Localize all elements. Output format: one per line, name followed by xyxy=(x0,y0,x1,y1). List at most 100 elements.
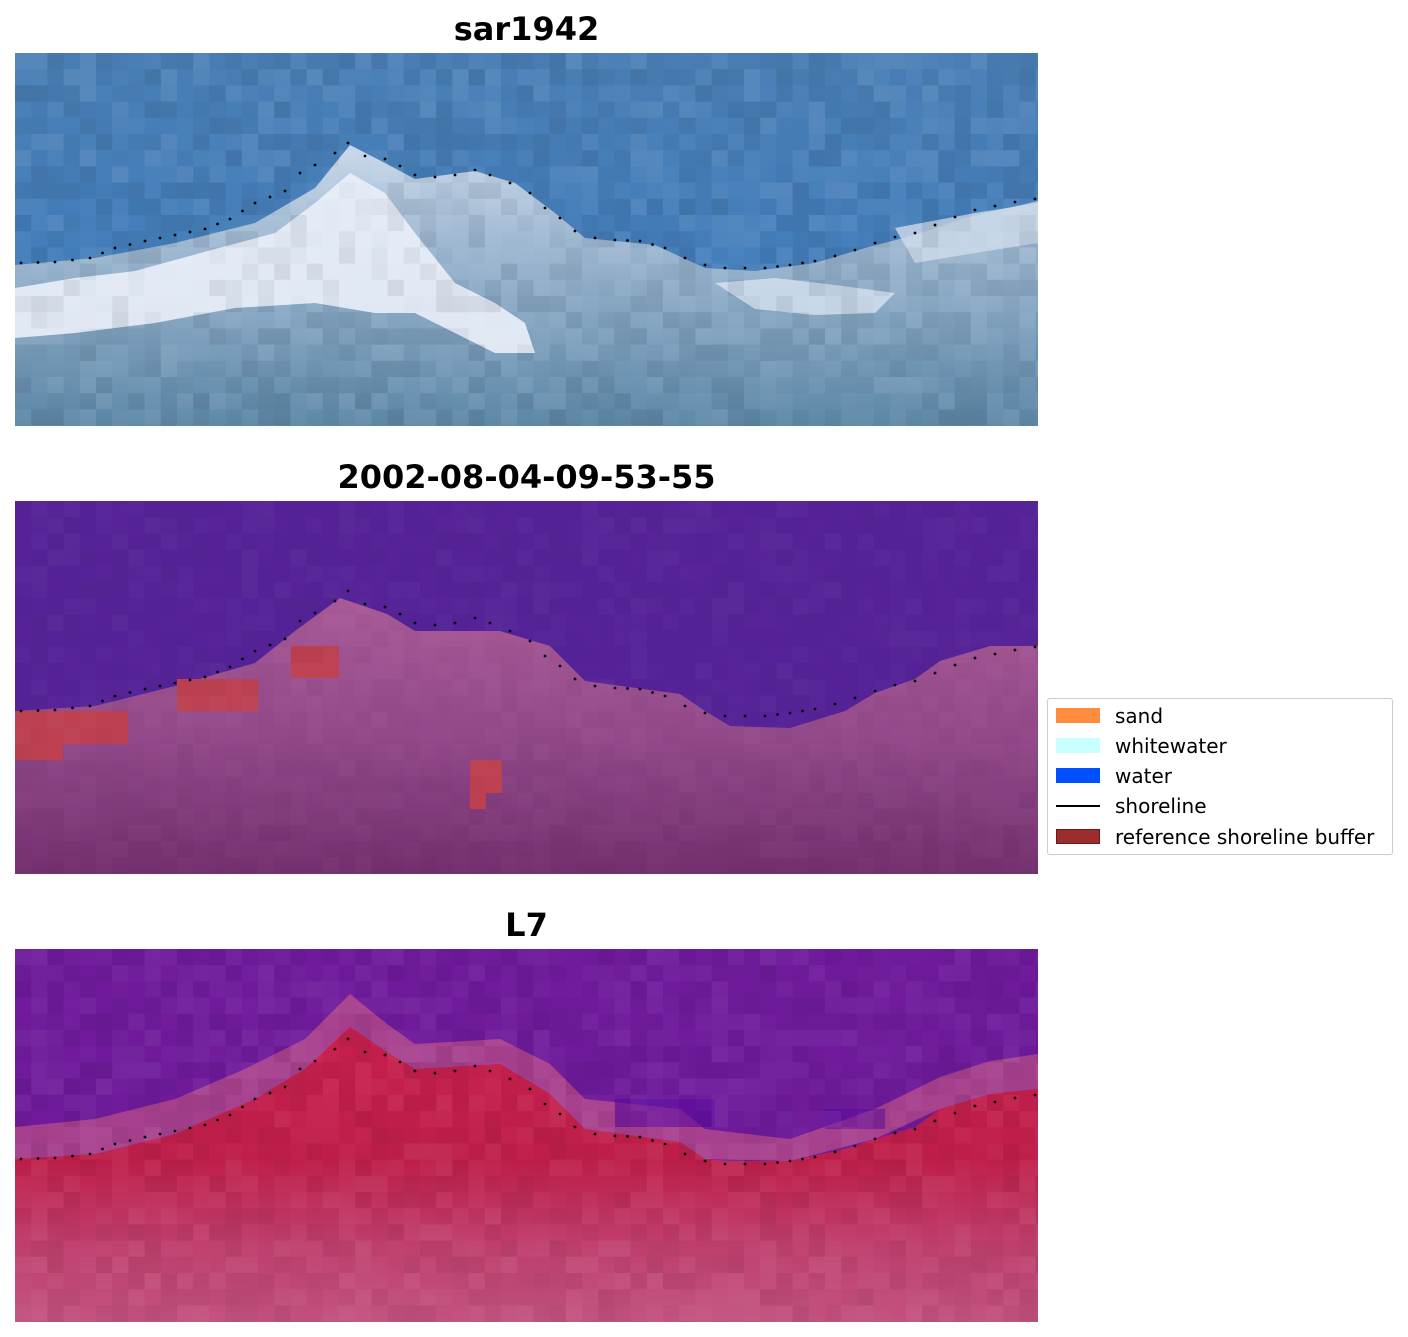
pixel-cell xyxy=(598,377,615,394)
pixel-cell xyxy=(1036,409,1038,425)
pixel-cell xyxy=(663,614,679,630)
pixel-cell xyxy=(193,1143,209,1159)
pixel-cell xyxy=(695,998,711,1014)
pixel-cell xyxy=(1036,1030,1038,1046)
pixel-cell xyxy=(47,1046,63,1062)
pixel-cell xyxy=(647,965,663,981)
pixel-cell xyxy=(193,679,209,695)
shoreline-point xyxy=(833,254,837,258)
pixel-cell xyxy=(744,744,760,760)
pixel-cell xyxy=(290,760,306,776)
pixel-cell xyxy=(355,1143,371,1159)
pixel-cell xyxy=(420,517,436,533)
pixel-cell xyxy=(242,582,258,598)
shoreline-point xyxy=(743,266,747,270)
pixel-cell xyxy=(1003,712,1019,728)
pixel-cell xyxy=(647,1127,663,1143)
pixel-cell xyxy=(323,776,339,792)
pixel-cell xyxy=(339,760,355,776)
pixel-cell xyxy=(970,1256,987,1273)
pixel-cell xyxy=(1003,981,1019,997)
pixel-cell xyxy=(631,312,647,328)
pixel-cell xyxy=(242,1111,258,1127)
pixel-cell xyxy=(598,409,615,426)
pixel-cell xyxy=(1003,344,1020,361)
pixel-cell xyxy=(663,361,679,377)
pixel-cell xyxy=(226,102,242,118)
pixel-cell xyxy=(452,1273,468,1289)
pixel-cell xyxy=(1003,264,1019,280)
pixel-cell xyxy=(112,134,128,150)
pixel-cell xyxy=(712,647,728,663)
pixel-cell xyxy=(614,102,630,118)
pixel-cell xyxy=(355,134,371,150)
pixel-cell xyxy=(209,744,225,760)
pixel-cell xyxy=(177,1013,194,1030)
pixel-cell xyxy=(744,550,760,566)
pixel-cell xyxy=(760,1273,776,1289)
pixel-cell xyxy=(323,53,339,69)
pixel-cell xyxy=(258,809,274,825)
pixel-cell xyxy=(1003,1014,1019,1030)
pixel-cell xyxy=(469,857,485,873)
pixel-cell xyxy=(404,53,420,69)
pixel-cell xyxy=(161,631,177,647)
pixel-cell xyxy=(371,857,387,873)
pixel-cell xyxy=(582,501,598,517)
pixel-cell xyxy=(841,663,857,679)
pixel-cell xyxy=(971,582,987,598)
pixel-cell xyxy=(565,1159,582,1176)
pixel-cell xyxy=(47,1273,63,1289)
pixel-cell xyxy=(1003,1095,1019,1111)
pixel-cell xyxy=(679,69,696,86)
pixel-cell xyxy=(1003,134,1020,151)
pixel-cell xyxy=(987,663,1003,679)
pixel-cell xyxy=(663,69,680,86)
pixel-cell xyxy=(728,85,744,101)
pixel-cell xyxy=(274,409,291,426)
pixel-cell xyxy=(15,825,31,841)
pixel-cell xyxy=(323,166,339,182)
pixel-cell xyxy=(388,1289,404,1305)
pixel-cell xyxy=(47,279,64,296)
pixel-cell xyxy=(825,793,841,809)
pixel-cell xyxy=(987,1030,1003,1046)
pixel-cell xyxy=(501,695,517,711)
pixel-cell xyxy=(161,501,177,517)
pixel-cell xyxy=(144,101,161,118)
pixel-cell xyxy=(695,1014,711,1030)
pixel-cell xyxy=(306,1175,323,1192)
pixel-cell xyxy=(841,264,857,280)
pixel-cell xyxy=(274,744,290,760)
pixel-cell xyxy=(47,1095,63,1111)
pixel-cell xyxy=(64,1241,80,1257)
pixel-cell xyxy=(679,582,695,598)
pixel-cell xyxy=(598,85,614,101)
pixel-cell xyxy=(112,1111,128,1127)
pixel-cell xyxy=(15,1160,31,1176)
pixel-cell xyxy=(452,1192,468,1208)
pixel-cell xyxy=(1019,231,1036,248)
pixel-cell xyxy=(226,1273,242,1289)
pixel-cell xyxy=(128,280,144,296)
pixel-cell xyxy=(323,409,339,425)
pixel-cell xyxy=(566,1127,582,1143)
pixel-cell xyxy=(452,695,468,711)
pixel-cell xyxy=(436,1224,453,1241)
pixel-cell xyxy=(452,793,468,809)
pixel-cell xyxy=(15,949,32,966)
pixel-cell xyxy=(582,85,598,101)
pixel-cell xyxy=(112,965,129,982)
pixel-cell xyxy=(825,744,841,760)
pixel-cell xyxy=(873,231,890,248)
shoreline-point xyxy=(651,1139,654,1142)
pixel-cell xyxy=(728,598,744,614)
pixel-cell xyxy=(922,312,939,329)
pixel-cell xyxy=(792,1143,809,1160)
pixel-cell xyxy=(598,965,614,981)
pixel-cell xyxy=(874,393,890,409)
pixel-cell xyxy=(436,1046,453,1063)
pixel-cell xyxy=(485,728,501,744)
pixel-cell xyxy=(1035,1159,1038,1176)
pixel-cell xyxy=(468,393,485,410)
